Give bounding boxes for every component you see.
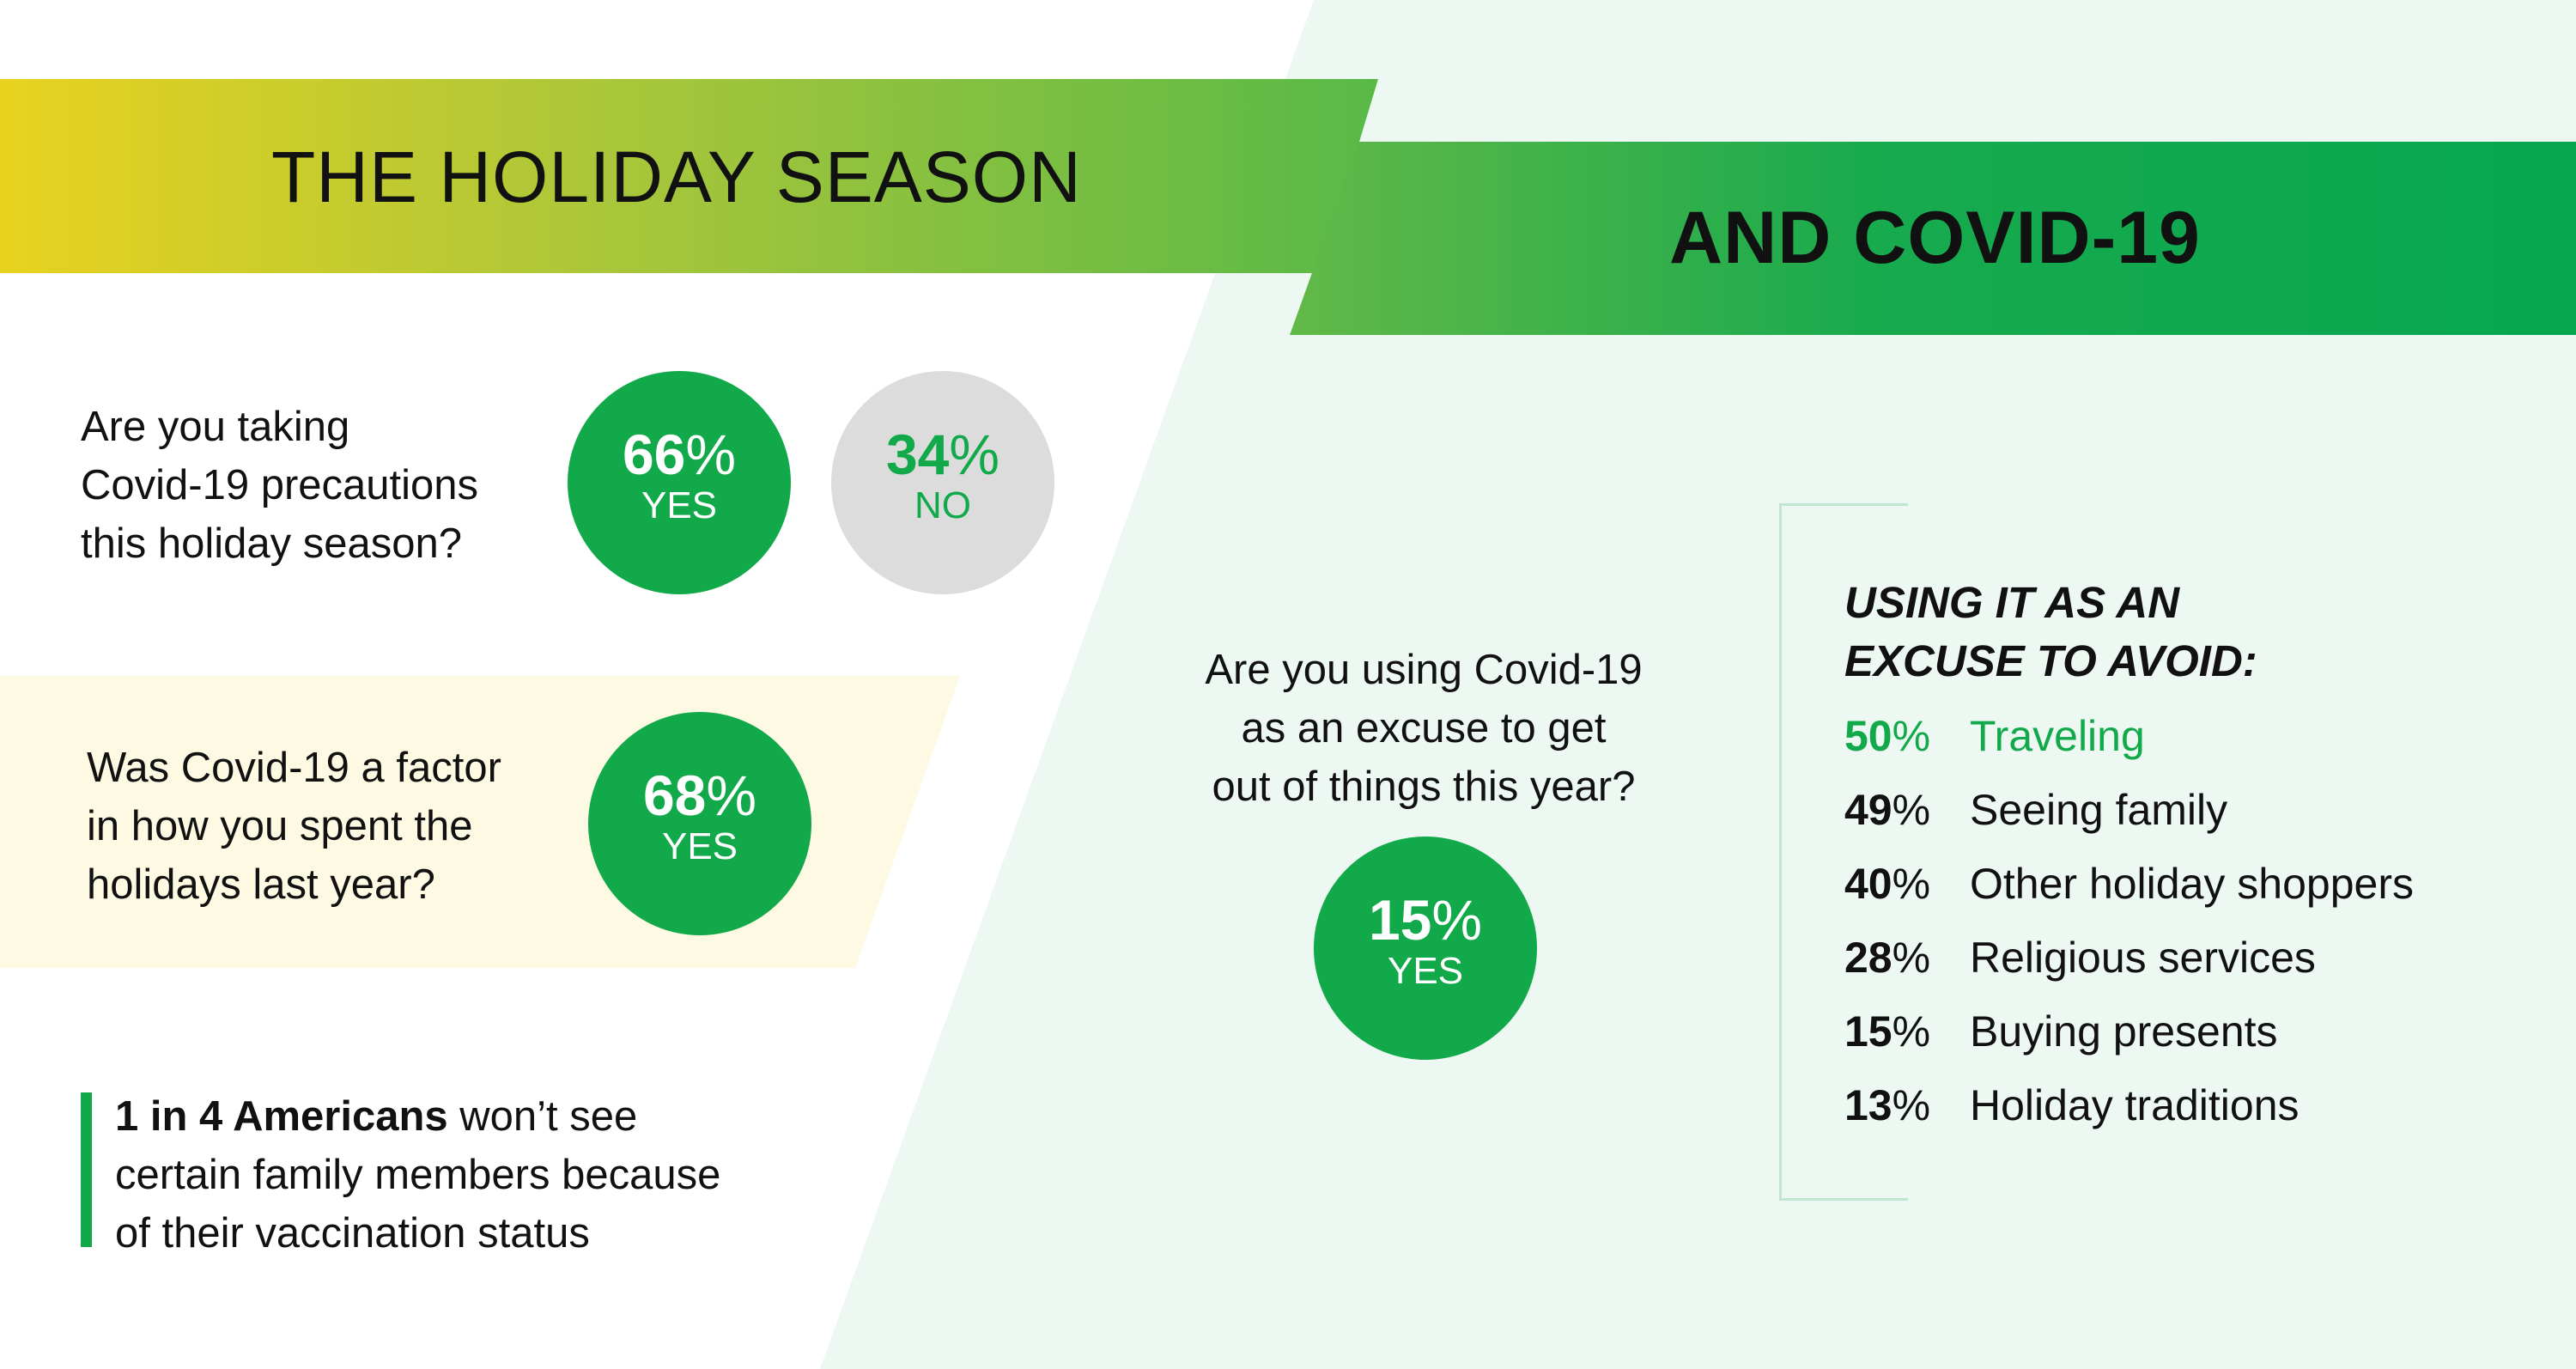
excuse-item-value: 28 — [1844, 934, 1893, 982]
excuse-item-label: Holiday traditions — [1970, 1081, 2300, 1129]
question-1-no-label: NO — [914, 484, 971, 526]
excuse-item-label: Religious services — [1970, 934, 2316, 982]
question-1-no-circle: 34% NO — [831, 371, 1054, 594]
excuse-item-label: Buying presents — [1970, 1007, 2278, 1056]
question-1-line-2: Covid-19 precautions — [81, 462, 479, 508]
excuse-item-value: 49 — [1844, 786, 1893, 834]
note-bold: 1 in 4 Americans — [115, 1093, 448, 1140]
excuse-item: 13% Holiday traditions — [1844, 1081, 2300, 1129]
excuse-heading-line-2: EXCUSE TO AVOID: — [1844, 636, 2257, 685]
question-1-yes-circle: 66% YES — [568, 371, 791, 594]
excuse-item-value: 15 — [1844, 1007, 1893, 1056]
question-2-yes-label: YES — [661, 825, 738, 867]
note-line-2: certain family members because — [115, 1152, 721, 1198]
note-text: 1 in 4 Americans won’t see certain famil… — [115, 1087, 720, 1263]
question-2-yes-circle: 68% YES — [588, 712, 811, 935]
excuse-item-label: Seeing family — [1970, 786, 2228, 834]
question-3-yes-label: YES — [1387, 950, 1464, 992]
question-3-line-1: Are you using Covid-19 — [1205, 647, 1643, 693]
excuse-item: 28% Religious services — [1844, 934, 2316, 982]
question-1-no-pct: 34% — [885, 423, 1000, 486]
excuse-heading-line-1: USING IT AS AN — [1844, 578, 2180, 627]
excuse-item: 50% Traveling — [1844, 712, 2145, 760]
question-3-text: Are you using Covid-19 as an excuse to g… — [1166, 641, 1681, 816]
question-3-line-2: as an excuse to get — [1241, 705, 1607, 751]
excuse-heading: USING IT AS AN EXCUSE TO AVOID: — [1844, 574, 2257, 691]
excuse-item: 15% Buying presents — [1844, 1007, 2278, 1056]
question-2-yes-pct: 68% — [642, 764, 757, 827]
question-1-line-3: this holiday season? — [81, 520, 463, 567]
excuse-list-bracket — [1779, 503, 1908, 1201]
question-3-yes-circle: 15% YES — [1314, 837, 1537, 1060]
note-accent-bar — [81, 1092, 92, 1247]
note-line-3: of their vaccination status — [115, 1210, 590, 1256]
excuse-item-label: Traveling — [1970, 712, 2145, 760]
note-line-1-rest: won’t see — [447, 1093, 638, 1140]
question-2-text: Was Covid-19 a factor in how you spent t… — [87, 739, 501, 914]
question-3-line-3: out of things this year? — [1212, 764, 1636, 810]
excuse-item-label: Other holiday shoppers — [1970, 860, 2414, 908]
excuse-item: 40% Other holiday shoppers — [1844, 860, 2414, 908]
question-1-line-1: Are you taking — [81, 404, 350, 450]
excuse-item: 49% Seeing family — [1844, 786, 2228, 834]
title-line-1: THE HOLIDAY SEASON — [271, 137, 1082, 217]
question-2-line-2: in how you spent the — [87, 803, 473, 849]
excuse-item-value: 50 — [1844, 712, 1893, 760]
note-line-1: 1 in 4 Americans won’t see — [115, 1087, 720, 1146]
question-2-line-3: holidays last year? — [87, 861, 435, 908]
excuse-item-value: 40 — [1844, 860, 1893, 908]
question-2-line-1: Was Covid-19 a factor — [87, 745, 501, 791]
question-1-yes-pct: 66% — [622, 423, 737, 486]
question-3-yes-pct: 15% — [1368, 888, 1483, 952]
excuse-item-value: 13 — [1844, 1081, 1893, 1129]
question-1-text: Are you taking Covid-19 precautions this… — [81, 398, 478, 573]
title-line-2: AND COVID-19 — [1669, 197, 2201, 279]
question-1-yes-label: YES — [641, 484, 718, 526]
